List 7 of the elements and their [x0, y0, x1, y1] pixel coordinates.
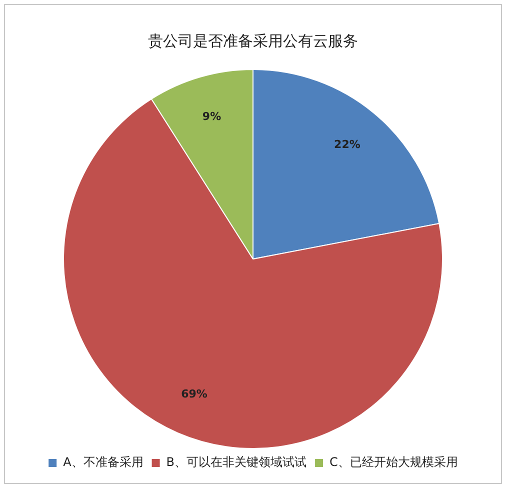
- data-label: 22%: [334, 138, 360, 151]
- legend-label: B、可以在非关键领域试试: [166, 455, 307, 470]
- data-label: 9%: [202, 110, 222, 123]
- chart-title: 贵公司是否准备采用公有云服务: [148, 32, 358, 50]
- legend-label: A、不准备采用: [63, 455, 144, 470]
- data-label: 69%: [181, 388, 208, 401]
- legend-label: C、已经开始大规模采用: [330, 455, 458, 470]
